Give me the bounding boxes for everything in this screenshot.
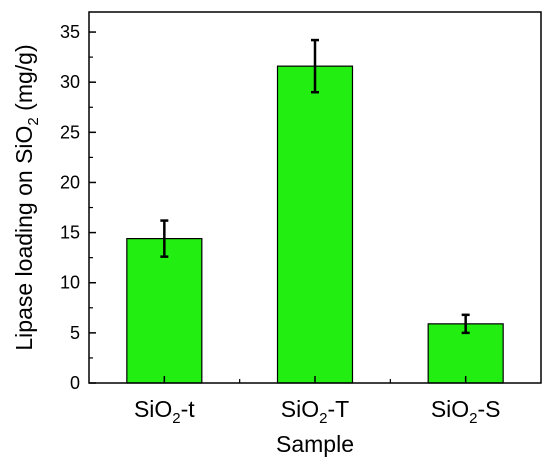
bar-0 (126, 238, 203, 384)
y-axis-ticks: 0 5 10 15 20 25 30 35 (60, 22, 96, 393)
y-tick-label-6: 30 (60, 72, 80, 92)
x-category-label-2: SiO2-S (431, 396, 501, 427)
y-tick-label-7: 35 (60, 22, 80, 42)
bar-1 (276, 65, 354, 384)
y-axis-title-main: Lipase loading on SiO (11, 126, 37, 351)
y-axis-title-subscript: 2 (25, 117, 42, 125)
x-category-label-1: SiO2-T (281, 396, 349, 427)
error-bars-group (160, 38, 470, 335)
error-bar-0 (160, 219, 169, 258)
x-axis-categories: SiO2-t SiO2-T SiO2-S (134, 396, 501, 427)
error-bar-2 (461, 313, 470, 335)
error-bar-1 (311, 38, 319, 94)
y-axis-title: Lipase loading on SiO2 (mg/g) (11, 44, 42, 350)
y-tick-label-4: 20 (60, 172, 80, 192)
x-axis-ticks (163, 376, 467, 383)
y-tick-label-3: 15 (60, 223, 80, 243)
y-tick-label-2: 10 (60, 273, 80, 293)
bars-group (126, 65, 504, 384)
x-category-label-0: SiO2-t (134, 396, 195, 427)
y-tick-label-1: 5 (70, 323, 80, 343)
y-axis-title-unit: (mg/g) (11, 44, 37, 117)
y-tick-label-0: 0 (70, 373, 80, 393)
y-tick-label-5: 25 (60, 122, 80, 142)
x-axis-title: Sample (276, 431, 354, 457)
